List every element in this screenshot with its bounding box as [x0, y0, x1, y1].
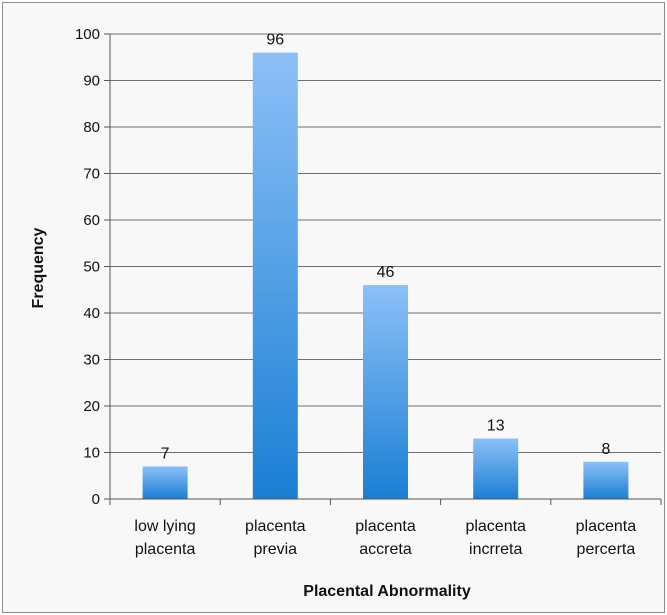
gridlines: [110, 33, 661, 453]
y-tick-label: 10: [83, 445, 100, 462]
y-tick-label: 100: [75, 26, 100, 43]
y-tick-label: 0: [92, 491, 100, 508]
y-axis-title: Frequency: [30, 227, 47, 308]
y-tick-label: 90: [83, 73, 100, 90]
x-axis-title: Placental Abnormality: [303, 583, 471, 600]
y-tick-label: 20: [83, 398, 100, 415]
data-label: 8: [601, 441, 610, 458]
labels: 0 10 20 30 40 50 60 70 80 90 100 7 low lying placenta…: [75, 26, 636, 558]
x-category-label: placenta: [245, 518, 306, 535]
data-label: 96: [266, 32, 284, 49]
x-category-label: percerta: [577, 541, 636, 558]
x-category-label: placenta: [135, 541, 196, 558]
data-label: 7: [161, 445, 170, 462]
axes: [104, 33, 662, 505]
data-label: 46: [377, 264, 395, 281]
bar: [363, 285, 408, 499]
y-tick-label: 70: [83, 166, 100, 183]
x-category-label: low lying: [134, 518, 195, 535]
y-tick-label: 30: [83, 352, 100, 369]
bar-chart: 0 10 20 30 40 50 60 70 80 90 100 7 low lying placenta…: [30, 26, 662, 600]
x-category-label: placenta: [355, 518, 416, 535]
y-tick-label: 80: [83, 119, 100, 136]
y-tick-label: 50: [83, 259, 100, 276]
y-tick-label: 40: [83, 305, 100, 322]
x-category-label: placenta: [465, 518, 526, 535]
x-category-label: incrreta: [469, 541, 522, 558]
x-category-label: accreta: [359, 541, 412, 558]
x-category-label: placenta: [576, 518, 637, 535]
bar: [583, 461, 629, 499]
bars: [142, 52, 629, 499]
bar: [142, 466, 188, 499]
y-tick-label: 60: [83, 212, 100, 229]
data-label: 13: [487, 418, 505, 435]
bar: [252, 52, 298, 499]
bar: [473, 438, 519, 499]
x-category-label: previa: [254, 541, 298, 558]
